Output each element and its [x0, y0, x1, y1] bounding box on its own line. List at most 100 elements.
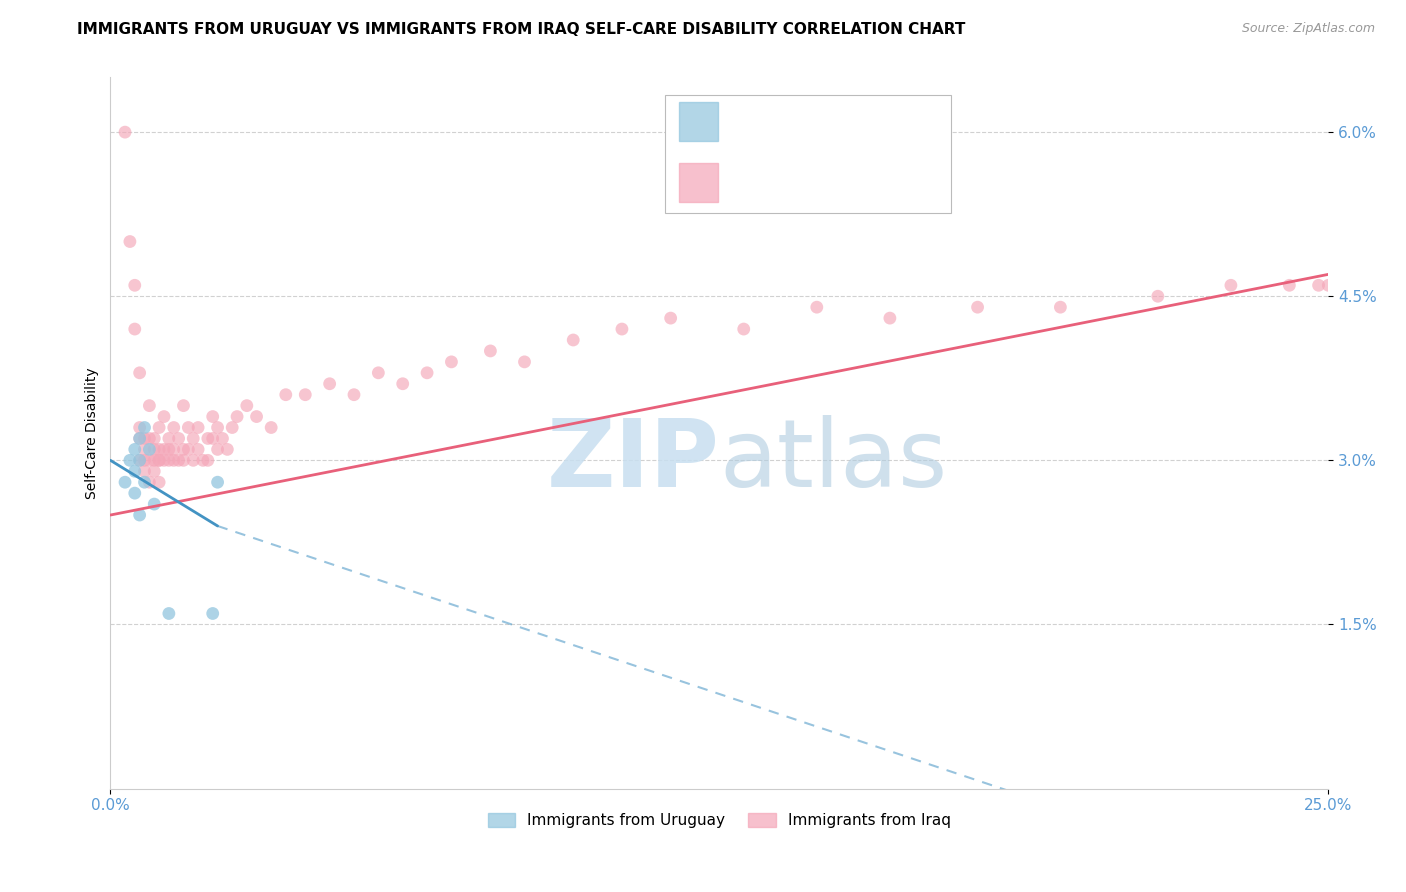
Point — [167, 432, 190, 446]
Point — [157, 442, 180, 457]
Point — [143, 453, 166, 467]
Point — [148, 475, 170, 490]
Point — [128, 453, 150, 467]
Point — [294, 387, 316, 401]
Point — [197, 432, 219, 446]
Point — [163, 453, 186, 467]
Point — [138, 399, 160, 413]
Point — [114, 125, 136, 139]
Point — [562, 333, 585, 347]
Text: 0.374: 0.374 — [783, 173, 841, 191]
Point — [1278, 278, 1301, 293]
Point — [128, 453, 150, 467]
Y-axis label: Self-Care Disability: Self-Care Disability — [86, 368, 100, 499]
Point — [128, 432, 150, 446]
Point — [211, 432, 233, 446]
Point — [143, 432, 166, 446]
Text: R =: R = — [737, 173, 772, 191]
Point — [153, 442, 176, 457]
Point — [1317, 278, 1340, 293]
Point — [138, 453, 160, 467]
FancyBboxPatch shape — [665, 95, 950, 212]
Text: N =: N = — [868, 113, 905, 131]
Point — [201, 432, 224, 446]
Point — [138, 432, 160, 446]
Point — [197, 453, 219, 467]
Text: R =: R = — [737, 113, 772, 131]
Point — [134, 442, 156, 457]
Point — [173, 442, 195, 457]
Point — [134, 420, 156, 434]
Point — [124, 322, 146, 336]
Point — [138, 475, 160, 490]
Point — [187, 442, 209, 457]
Point — [440, 355, 463, 369]
Point — [207, 442, 229, 457]
Point — [118, 453, 141, 467]
Point — [157, 453, 180, 467]
Point — [659, 311, 682, 326]
Point — [128, 508, 150, 522]
Point — [1219, 278, 1241, 293]
Point — [163, 442, 186, 457]
Point — [221, 420, 243, 434]
Text: 15: 15 — [917, 113, 939, 131]
Point — [173, 399, 195, 413]
Point — [124, 464, 146, 478]
Point — [173, 453, 195, 467]
Legend: Immigrants from Uruguay, Immigrants from Iraq: Immigrants from Uruguay, Immigrants from… — [482, 807, 957, 834]
Point — [153, 409, 176, 424]
Point — [167, 453, 190, 467]
Point — [124, 442, 146, 457]
Point — [191, 453, 214, 467]
Point — [1146, 289, 1168, 303]
Point — [143, 497, 166, 511]
Bar — [679, 162, 718, 202]
Point — [879, 311, 901, 326]
Text: -0.321: -0.321 — [783, 113, 842, 131]
Text: atlas: atlas — [720, 416, 948, 508]
Point — [201, 607, 224, 621]
Point — [181, 432, 204, 446]
Point — [177, 420, 200, 434]
Bar — [679, 103, 718, 142]
Point — [143, 442, 166, 457]
Point — [157, 432, 180, 446]
Point — [343, 387, 366, 401]
Point — [134, 453, 156, 467]
Point — [1308, 278, 1330, 293]
Point — [118, 235, 141, 249]
Point — [124, 278, 146, 293]
Point — [806, 300, 828, 314]
Text: Source: ZipAtlas.com: Source: ZipAtlas.com — [1241, 22, 1375, 36]
Point — [128, 432, 150, 446]
Point — [148, 453, 170, 467]
Point — [177, 442, 200, 457]
Point — [114, 475, 136, 490]
Point — [479, 343, 502, 358]
Point — [416, 366, 439, 380]
Point — [201, 409, 224, 424]
Point — [318, 376, 340, 391]
Point — [966, 300, 988, 314]
Point — [610, 322, 633, 336]
Text: ZIP: ZIP — [547, 416, 720, 508]
Point — [391, 376, 413, 391]
Point — [217, 442, 239, 457]
Point — [148, 453, 170, 467]
Point — [226, 409, 249, 424]
Point — [245, 409, 267, 424]
Point — [274, 387, 297, 401]
Point — [187, 420, 209, 434]
Point — [148, 420, 170, 434]
Point — [157, 607, 180, 621]
Point — [163, 420, 186, 434]
Text: N =: N = — [868, 173, 905, 191]
Point — [143, 464, 166, 478]
Point — [1049, 300, 1071, 314]
Point — [207, 420, 229, 434]
Point — [134, 464, 156, 478]
Point — [207, 475, 229, 490]
Point — [733, 322, 755, 336]
Point — [181, 453, 204, 467]
